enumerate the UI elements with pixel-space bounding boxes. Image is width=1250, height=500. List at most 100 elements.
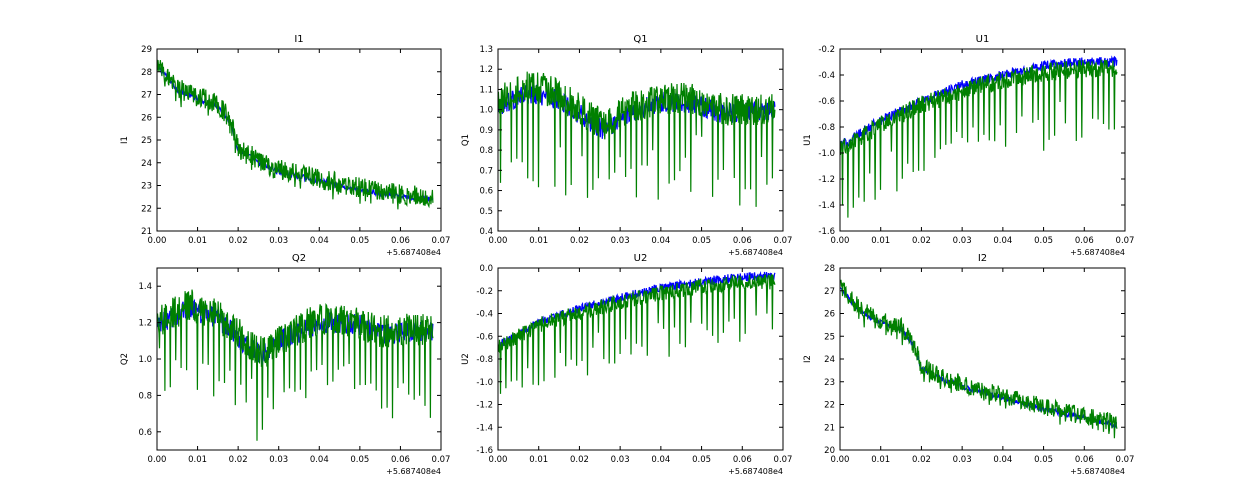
y-axis-label: Q1 xyxy=(461,134,471,146)
x-tick-label: 0.03 xyxy=(611,455,630,465)
x-tick-label: 0.00 xyxy=(831,236,850,246)
y-tick-label: 0.5 xyxy=(479,207,493,217)
y-tick-label: 0.7 xyxy=(479,166,493,176)
subplot-q2: 0.00 0.01 0.02 0.03 0.04 0.05 0.06 0.07 0.6 0.8 1.… xyxy=(120,253,450,476)
y-tick-label: 23 xyxy=(824,378,835,388)
y-tick-label: -0.2 xyxy=(476,287,493,297)
y-tick-label: -1.6 xyxy=(476,446,493,456)
subplot-u2: 0.00 0.01 0.02 0.03 0.04 0.05 0.06 0.07 -1.6 -1.4… xyxy=(461,253,792,476)
series-line-green xyxy=(840,279,1118,439)
y-tick-label: 25 xyxy=(141,136,152,146)
y-tick-label: 1.3 xyxy=(479,45,493,55)
y-axis-label: I1 xyxy=(120,136,130,144)
subplot-title: U1 xyxy=(976,34,990,45)
x-tick-label: 0.02 xyxy=(912,455,931,465)
y-tick-label: -1.4 xyxy=(818,201,835,211)
x-tick-label: 0.01 xyxy=(188,455,207,465)
y-tick-label: 1.2 xyxy=(138,319,152,329)
x-tick-label: 0.02 xyxy=(229,455,248,465)
y-tick-label: -1.2 xyxy=(818,175,835,185)
y-tick-label: 27 xyxy=(824,287,835,297)
x-tick-label: 0.07 xyxy=(432,236,451,246)
y-tick-label: -1.2 xyxy=(476,401,493,411)
x-tick-label: 0.05 xyxy=(1034,455,1053,465)
x-tick-label: 0.02 xyxy=(229,236,248,246)
x-tick-label: 0.05 xyxy=(692,455,711,465)
x-tick-label: 0.07 xyxy=(1116,455,1135,465)
y-tick-label: -0.6 xyxy=(476,332,493,342)
subplot-u1: 0.00 0.01 0.02 0.03 0.04 0.05 0.06 0.07 -1.6 -1.4… xyxy=(803,34,1134,257)
x-tick-label: 0.05 xyxy=(692,236,711,246)
subplot-title: I2 xyxy=(978,253,987,264)
y-axis-label: U2 xyxy=(461,353,471,365)
x-tick-label: 0.01 xyxy=(529,236,548,246)
y-tick-label: 21 xyxy=(141,227,152,237)
subplot-q1: 0.00 0.01 0.02 0.03 0.04 0.05 0.06 0.07 0.4 0.5 0.… xyxy=(461,34,792,257)
y-tick-label: 23 xyxy=(141,182,152,192)
x-tick-label: 0.07 xyxy=(1116,236,1135,246)
x-tick-label: 0.04 xyxy=(310,455,329,465)
x-offset-label: +5.687408e4 xyxy=(386,467,441,476)
axes-frame xyxy=(839,48,1126,232)
y-tick-label: 0.8 xyxy=(138,391,152,401)
x-tick-label: 0.01 xyxy=(871,455,890,465)
x-tick-label: 0.00 xyxy=(148,236,167,246)
y-tick-label: -0.6 xyxy=(818,97,835,107)
series-line-green xyxy=(840,59,1118,218)
y-tick-label: 22 xyxy=(141,204,152,214)
axes-frame xyxy=(839,267,1126,451)
x-tick-label: 0.05 xyxy=(350,455,369,465)
y-tick-label: 27 xyxy=(141,91,152,101)
y-tick-label: 1.0 xyxy=(479,106,493,116)
x-tick-label: 0.01 xyxy=(188,236,207,246)
x-tick-label: 0.02 xyxy=(912,236,931,246)
y-tick-label: 20 xyxy=(824,446,835,456)
y-tick-label: -1.0 xyxy=(476,378,493,388)
series-line-green xyxy=(498,71,776,207)
x-tick-label: 0.04 xyxy=(651,455,670,465)
x-tick-label: 0.06 xyxy=(391,455,410,465)
x-tick-label: 0.07 xyxy=(774,236,793,246)
x-tick-label: 0.07 xyxy=(432,455,451,465)
x-tick-label: 0.03 xyxy=(953,455,972,465)
y-tick-label: 0.4 xyxy=(479,227,493,237)
subplot-title: Q2 xyxy=(292,253,306,264)
x-tick-label: 0.01 xyxy=(529,455,548,465)
y-axis-label: I2 xyxy=(803,355,813,363)
y-tick-label: 28 xyxy=(141,68,152,78)
subplot-title: U2 xyxy=(634,253,648,264)
x-tick-label: 0.02 xyxy=(570,236,589,246)
y-tick-label: 0.8 xyxy=(479,146,493,156)
y-tick-label: 1.0 xyxy=(138,355,152,365)
series-line-green xyxy=(157,59,434,210)
x-offset-label: +5.687408e4 xyxy=(386,248,441,257)
series-line-blue xyxy=(840,287,1117,429)
axes-frame xyxy=(497,48,784,232)
x-tick-label: 0.00 xyxy=(148,455,167,465)
y-axis-label: Q2 xyxy=(120,353,130,365)
x-tick-label: 0.02 xyxy=(570,455,589,465)
x-tick-label: 0.03 xyxy=(269,236,288,246)
x-tick-label: 0.00 xyxy=(831,455,850,465)
x-tick-label: 0.01 xyxy=(871,236,890,246)
y-tick-label: 0.6 xyxy=(479,187,493,197)
x-tick-label: 0.00 xyxy=(489,455,508,465)
x-tick-label: 0.06 xyxy=(1075,455,1094,465)
x-tick-label: 0.06 xyxy=(733,236,752,246)
y-tick-label: 0.6 xyxy=(138,428,152,438)
x-tick-label: 0.05 xyxy=(1034,236,1053,246)
x-tick-label: 0.04 xyxy=(993,455,1012,465)
y-tick-label: -1.0 xyxy=(818,149,835,159)
y-tick-label: 25 xyxy=(824,332,835,342)
y-tick-label: 1.1 xyxy=(479,85,493,95)
y-tick-label: -1.4 xyxy=(476,423,493,433)
y-tick-label: 0.9 xyxy=(479,126,493,136)
series-line-green xyxy=(157,289,434,441)
subplot-title: Q1 xyxy=(633,34,647,45)
y-tick-label: 26 xyxy=(141,113,152,123)
x-tick-label: 0.05 xyxy=(350,236,369,246)
y-tick-label: -1.6 xyxy=(818,227,835,237)
x-tick-label: 0.06 xyxy=(1075,236,1094,246)
y-tick-label: 0.0 xyxy=(479,264,493,274)
